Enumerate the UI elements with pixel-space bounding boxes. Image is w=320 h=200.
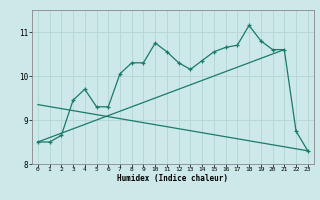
X-axis label: Humidex (Indice chaleur): Humidex (Indice chaleur) [117,174,228,183]
